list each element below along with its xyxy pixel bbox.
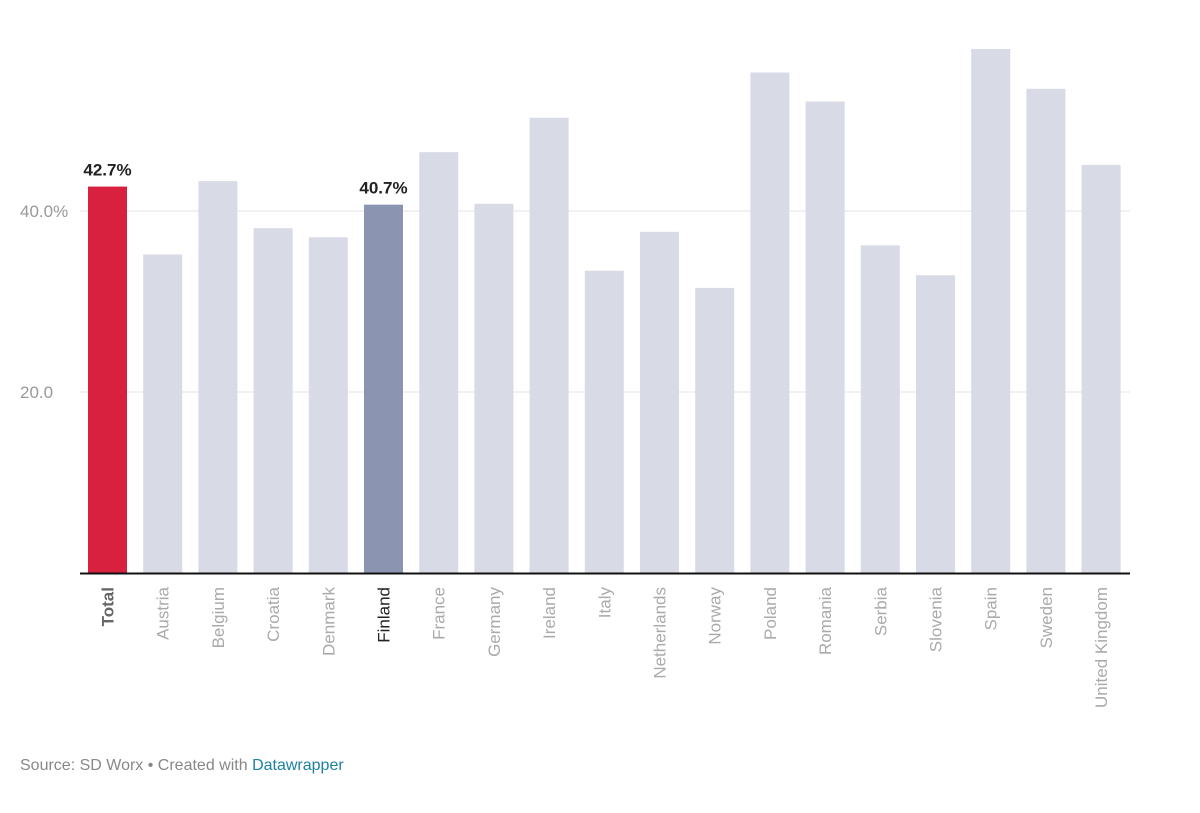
- x-tick-label-italy: Italy: [595, 587, 614, 619]
- bar-denmark[interactable]: [308, 237, 348, 573]
- x-tick-label-france: France: [430, 587, 449, 640]
- bar-sweden[interactable]: [1026, 88, 1066, 573]
- datawrapper-link[interactable]: Datawrapper: [252, 757, 344, 774]
- x-tick-labels: Total Austria Belgium Croatia Denmark Finland…: [99, 586, 1112, 708]
- bar-ireland[interactable]: [529, 117, 569, 573]
- bar-belgium[interactable]: [198, 181, 238, 573]
- bar-total[interactable]: [88, 186, 127, 573]
- x-tick-label-romania: Romania: [816, 586, 835, 655]
- bar-norway[interactable]: [695, 287, 735, 573]
- bar-united-kingdom[interactable]: [1081, 164, 1121, 573]
- bar-romania[interactable]: [805, 101, 845, 574]
- x-tick-label-united-kingdom: United Kingdom: [1092, 587, 1111, 708]
- y-tick-label: 20.0: [20, 383, 53, 402]
- x-tick-label-poland: Poland: [761, 587, 780, 640]
- gridlines: 40.0% 20.0: [20, 202, 1130, 402]
- bar-netherlands[interactable]: [640, 231, 679, 573]
- bar-slovenia[interactable]: [916, 275, 955, 573]
- x-tick-label-norway: Norway: [706, 587, 725, 645]
- x-tick-label-belgium: Belgium: [209, 587, 228, 648]
- bar-france[interactable]: [419, 152, 459, 574]
- source-text: Source: SD Worx • Created with: [20, 757, 253, 774]
- x-tick-label-finland: Finland: [375, 587, 394, 643]
- x-tick-label-denmark: Denmark: [319, 587, 338, 656]
- bars: [88, 49, 1121, 574]
- x-tick-label-slovenia: Slovenia: [927, 586, 946, 652]
- value-labels: 42.7% 40.7%: [83, 161, 407, 198]
- x-tick-label-total: Total: [99, 587, 118, 626]
- value-label-finland: 40.7%: [359, 179, 407, 198]
- bar-chart: 40.0% 20.0 42.7% 40.7% Total Austria Belgium…: [20, 49, 1130, 708]
- x-tick-label-ireland: Ireland: [540, 587, 559, 639]
- x-tick-label-netherlands: Netherlands: [651, 587, 670, 679]
- bar-croatia[interactable]: [253, 228, 293, 573]
- bar-serbia[interactable]: [860, 245, 900, 573]
- x-tick-label-germany: Germany: [485, 587, 504, 657]
- bar-italy[interactable]: [584, 270, 624, 573]
- x-tick-label-sweden: Sweden: [1037, 587, 1056, 648]
- value-label-total: 42.7%: [83, 161, 131, 180]
- bar-austria[interactable]: [143, 254, 183, 573]
- x-tick-label-serbia: Serbia: [871, 586, 890, 636]
- bar-poland[interactable]: [750, 72, 790, 573]
- x-tick-label-austria: Austria: [154, 586, 173, 639]
- source-footer: Source: SD Worx • Created with Datawrapp…: [20, 757, 344, 775]
- bar-spain[interactable]: [971, 49, 1011, 573]
- x-tick-label-croatia: Croatia: [264, 586, 283, 641]
- bar-finland[interactable]: [364, 204, 403, 574]
- bar-germany[interactable]: [474, 203, 514, 573]
- y-tick-label: 40.0%: [20, 202, 68, 221]
- x-tick-label-spain: Spain: [982, 587, 1001, 630]
